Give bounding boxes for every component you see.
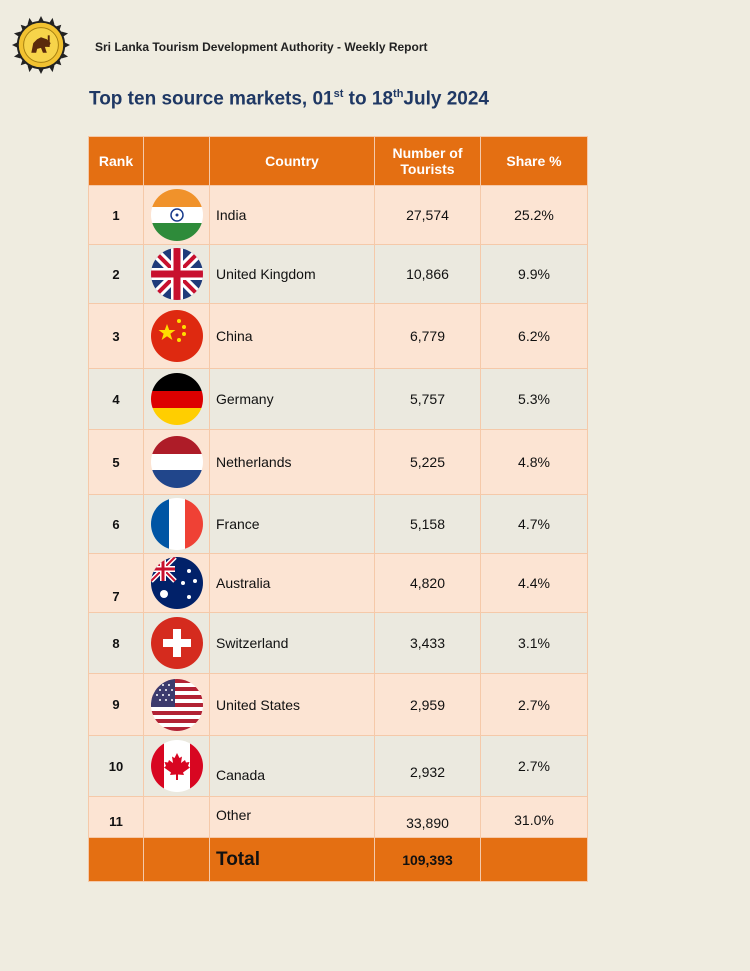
column-header-country: Country: [209, 136, 375, 186]
flag-cell: [143, 796, 210, 838]
netherlands-flag-icon: [150, 436, 203, 488]
china-flag-icon: [150, 310, 203, 362]
total-rank-cell: [88, 837, 144, 882]
share-cell: 25.2%: [480, 185, 588, 245]
country-cell: Switzerland: [209, 612, 375, 674]
table-row: 2 United Kingdom 10,866 9.: [88, 244, 588, 304]
flag-cell: [143, 185, 210, 245]
france-flag-icon: [150, 498, 203, 550]
column-header-share: Share %: [480, 136, 588, 186]
table-row: 8 Switzerland 3,433 3.1%: [88, 612, 588, 674]
uk-flag-icon: [150, 248, 203, 300]
share-cell: 2.7%: [480, 673, 588, 736]
total-row: Total 109,393: [88, 837, 588, 882]
table-row: 3 China 6,779 6.2%: [88, 303, 588, 369]
share-cell: 6.2%: [480, 303, 588, 369]
column-header-rank: Rank: [88, 136, 144, 186]
rank-cell: 10: [88, 735, 144, 797]
tourists-cell: 5,757: [374, 368, 481, 430]
flag-cell: [143, 368, 210, 430]
share-cell: 4.4%: [480, 553, 588, 613]
page-title: Top ten source markets, 01st to 18thJuly…: [89, 88, 489, 110]
rank-cell: 9: [88, 673, 144, 736]
table-row: 9: [88, 673, 588, 736]
switzerland-flag-icon: [150, 617, 203, 669]
usa-flag-icon: [150, 678, 203, 731]
total-share-cell: [480, 837, 588, 882]
flag-cell: [143, 612, 210, 674]
table-row: 10 Canada 2,932 2.7%: [88, 735, 588, 797]
country-cell: Other: [209, 796, 375, 838]
share-cell: 2.7%: [480, 735, 588, 797]
tourists-cell: 10,866: [374, 244, 481, 304]
flag-cell: [143, 735, 210, 797]
rank-cell: 11: [88, 796, 144, 838]
flag-cell: [143, 244, 210, 304]
flag-cell: [143, 673, 210, 736]
share-cell: 3.1%: [480, 612, 588, 674]
tourists-cell: 3,433: [374, 612, 481, 674]
country-cell: Netherlands: [209, 429, 375, 495]
share-cell: 4.7%: [480, 494, 588, 554]
table-row: 11 Other 33,890 31.0%: [88, 796, 588, 838]
germany-flag-icon: [150, 373, 203, 425]
country-cell: United States: [209, 673, 375, 736]
rank-cell: 6: [88, 494, 144, 554]
table-row: 6 France 5,158 4.7%: [88, 494, 588, 554]
tourists-cell: 5,158: [374, 494, 481, 554]
total-label: Total: [209, 837, 375, 882]
country-cell: Germany: [209, 368, 375, 430]
country-cell: United Kingdom: [209, 244, 375, 304]
table-row: 1 India 27,574 25.2%: [88, 185, 588, 245]
country-cell: France: [209, 494, 375, 554]
tourists-cell: 6,779: [374, 303, 481, 369]
column-header-tourists: Number of Tourists: [374, 136, 481, 186]
flag-cell: [143, 303, 210, 369]
table-row: 4 Germany 5,757 5.3%: [88, 368, 588, 430]
share-cell: 4.8%: [480, 429, 588, 495]
country-cell: India: [209, 185, 375, 245]
rank-cell: 1: [88, 185, 144, 245]
table-header-row: Rank Country Number of Tourists Share %: [88, 136, 588, 186]
source-markets-table: Rank Country Number of Tourists Share % …: [88, 136, 588, 882]
share-cell: 5.3%: [480, 368, 588, 430]
total-tourists: 109,393: [374, 837, 481, 882]
canada-flag-icon: [150, 740, 203, 792]
flag-cell: [143, 494, 210, 554]
tourists-cell: 5,225: [374, 429, 481, 495]
country-cell: Australia: [209, 553, 375, 613]
rank-cell: 3: [88, 303, 144, 369]
share-cell: 9.9%: [480, 244, 588, 304]
column-header-flag: [143, 136, 210, 186]
country-cell: Canada: [209, 735, 375, 797]
table-row: 7: [88, 553, 588, 613]
australia-flag-icon: [150, 557, 203, 609]
table-row: 5 Netherlands 5,225 4.8%: [88, 429, 588, 495]
total-flag-cell: [143, 837, 210, 882]
rank-cell: 7: [88, 553, 144, 613]
country-cell: China: [209, 303, 375, 369]
rank-cell: 8: [88, 612, 144, 674]
tourists-cell: 2,932: [374, 735, 481, 797]
rank-cell: 4: [88, 368, 144, 430]
flag-cell: [143, 429, 210, 495]
india-flag-icon: [150, 189, 203, 241]
flag-cell: [143, 553, 210, 613]
tourists-cell: 27,574: [374, 185, 481, 245]
tourists-cell: 2,959: [374, 673, 481, 736]
rank-cell: 5: [88, 429, 144, 495]
rank-cell: 2: [88, 244, 144, 304]
sltda-seal-logo: [12, 16, 70, 74]
share-cell: 31.0%: [480, 796, 588, 838]
tourists-cell: 33,890: [374, 796, 481, 838]
tourists-cell: 4,820: [374, 553, 481, 613]
organization-name: Sri Lanka Tourism Development Authority …: [95, 40, 428, 54]
